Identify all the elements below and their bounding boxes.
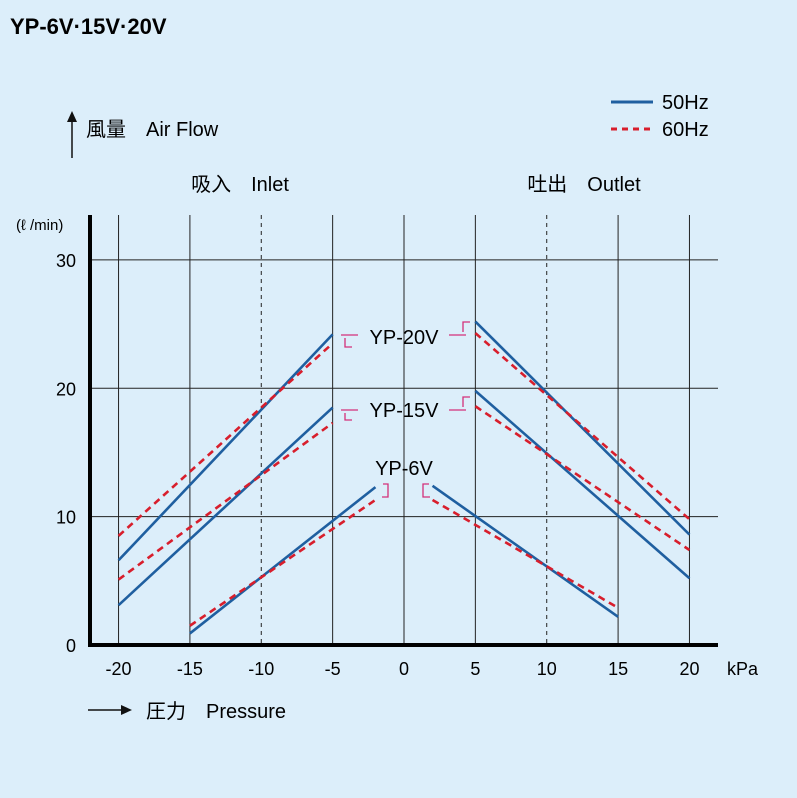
- series-line-yp-6v-60hz-outlet: [431, 498, 619, 609]
- series-line-yp-6v-50hz-outlet: [431, 484, 619, 618]
- model-label: YP-15V: [370, 400, 440, 422]
- x-tick-label: 5: [470, 659, 480, 679]
- series-line-yp-20v-60hz-outlet: [474, 332, 691, 521]
- label-bracket: [422, 483, 430, 498]
- series-line-yp-6v-50hz-inlet: [189, 486, 377, 635]
- legend-50hz-label: 50Hz: [662, 92, 709, 114]
- series-line-yp-15v-50hz-inlet: [117, 406, 334, 607]
- legend-60hz-label: 60Hz: [662, 119, 709, 141]
- x-axis-label: 圧力 Pressure: [146, 700, 286, 723]
- y-unit-label: (ℓ /min): [16, 217, 63, 234]
- y-axis-arrow-head: [67, 111, 77, 122]
- y-tick-label: 30: [56, 251, 76, 271]
- series-layer: [117, 320, 691, 635]
- x-tick-label: -10: [248, 659, 274, 679]
- x-axis-arrow-head: [121, 705, 132, 715]
- x-tick-label: -15: [177, 659, 203, 679]
- outlet-label: 吐出 Outlet: [527, 173, 641, 196]
- series-line-yp-15v-60hz-inlet: [117, 421, 334, 581]
- label-bracket: [341, 409, 358, 421]
- chart-title: YP-6V·15V·20V: [10, 14, 167, 39]
- model-label: YP-20V: [370, 327, 440, 349]
- legend: 50Hz 60Hz: [611, 92, 709, 141]
- inlet-label: 吸入 Inlet: [191, 174, 289, 196]
- series-line-yp-6v-60hz-inlet: [189, 498, 377, 627]
- x-tick-label: 0: [399, 659, 409, 679]
- x-unit-label: kPa: [727, 659, 759, 679]
- brackets: [341, 321, 470, 498]
- x-tick-label: 20: [679, 659, 699, 679]
- model-label: YP-6V: [375, 458, 433, 480]
- x-tick-label: 10: [537, 659, 557, 679]
- tick-labels: YP-20V YP-15V YP-6V -20 -15 -10 -5 0 5 10 15 20 0 10 2…: [56, 251, 700, 679]
- y-tick-label: 0: [66, 636, 76, 656]
- y-axis-label: 風量 Air Flow: [86, 119, 219, 141]
- series-line-yp-20v-50hz-outlet: [474, 320, 691, 536]
- label-bracket: [449, 396, 470, 411]
- label-bracket: [382, 483, 389, 498]
- y-tick-label: 20: [56, 379, 76, 399]
- series-line-yp-15v-60hz-outlet: [474, 405, 691, 552]
- series-line-yp-20v-50hz-inlet: [117, 333, 334, 562]
- y-tick-label: 10: [56, 508, 76, 528]
- x-tick-label: 15: [608, 659, 628, 679]
- label-bracket: [449, 321, 470, 336]
- label-bracket: [341, 334, 358, 348]
- axes: [88, 215, 718, 647]
- x-tick-label: -20: [106, 659, 132, 679]
- series-line-yp-15v-50hz-outlet: [474, 389, 691, 580]
- grid: [90, 215, 718, 645]
- x-tick-label: -5: [325, 659, 341, 679]
